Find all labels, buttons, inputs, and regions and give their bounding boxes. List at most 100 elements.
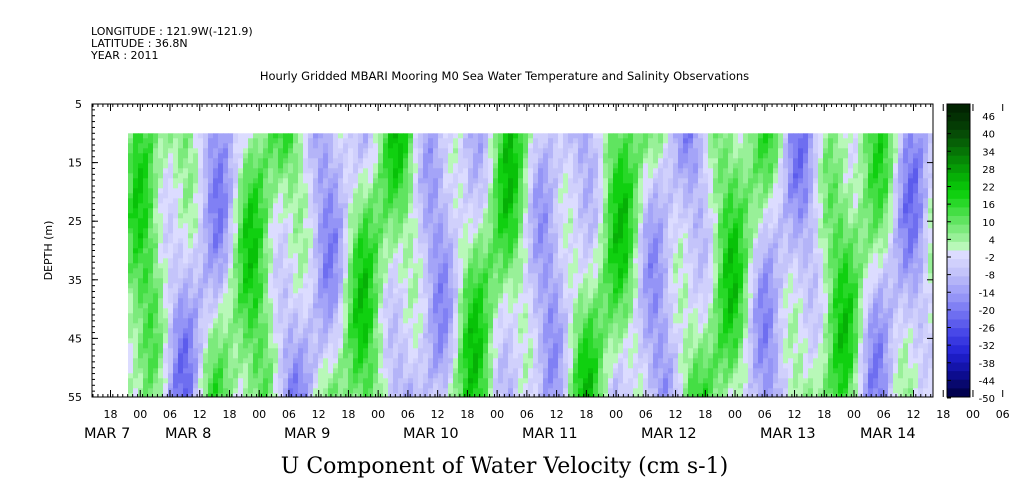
colorbar-segment xyxy=(947,284,970,294)
colorbar-segment xyxy=(947,198,970,208)
x-hour-label: 06 xyxy=(877,408,891,421)
x-hour-label: 18 xyxy=(104,408,118,421)
colorbar-label: 22 xyxy=(982,183,995,194)
colorbar-segment xyxy=(947,216,970,226)
x-hour-label: 00 xyxy=(371,408,385,421)
colorbar-label: -20 xyxy=(979,306,995,317)
colorbar-label: 28 xyxy=(982,165,995,176)
plot-title: Hourly Gridded MBARI Mooring M0 Sea Wate… xyxy=(259,69,750,83)
x-hour-label: 18 xyxy=(341,408,355,421)
year-label: YEAR : 2011 xyxy=(91,49,159,62)
colorbar-segment xyxy=(947,224,970,234)
colorbar-segment xyxy=(947,138,970,148)
y-tick-label: 25 xyxy=(68,215,82,228)
x-hour-label: 12 xyxy=(788,408,802,421)
colorbar-segment xyxy=(947,362,970,372)
colorbar-segment xyxy=(947,353,970,363)
heatmap-cells xyxy=(128,133,934,398)
colorbar-label: 34 xyxy=(982,147,995,158)
colorbar-label: 16 xyxy=(982,200,995,211)
colorbar-segment xyxy=(947,276,970,286)
colorbar-segment xyxy=(947,241,970,251)
x-hour-label: 18 xyxy=(579,408,593,421)
x-day-label: MAR 7 xyxy=(84,426,130,442)
y-tick-label: 15 xyxy=(68,157,82,170)
x-hour-label: 06 xyxy=(401,408,415,421)
latitude-label: LATITUDE : 36.8N xyxy=(91,37,188,50)
colorbar-segment xyxy=(947,112,970,122)
x-day-label: MAR 12 xyxy=(641,426,697,442)
colorbar-segment xyxy=(947,190,970,200)
colorbar-segment xyxy=(947,267,970,277)
x-day-label: MAR 9 xyxy=(284,426,330,442)
colorbar-segment xyxy=(947,147,970,157)
colorbar-label: 10 xyxy=(982,218,995,229)
x-hour-label: 06 xyxy=(282,408,296,421)
colorbar-segment xyxy=(947,345,970,355)
x-day-label: MAR 11 xyxy=(522,426,578,442)
colorbar-label: 4 xyxy=(989,235,995,246)
colorbar-segment xyxy=(947,259,970,269)
colorbar-label: -8 xyxy=(985,271,995,282)
x-hour-label: 00 xyxy=(966,408,980,421)
colorbar-segment xyxy=(947,336,970,346)
x-hour-label: 18 xyxy=(698,408,712,421)
colorbar-segment xyxy=(947,155,970,165)
x-hour-label: 18 xyxy=(460,408,474,421)
x-hour-label: 12 xyxy=(669,408,683,421)
colorbar-label: -26 xyxy=(979,324,995,335)
colorbar-label: -44 xyxy=(979,376,995,387)
y-axis-label: DEPTH (m) xyxy=(42,221,55,281)
x-hour-label: 06 xyxy=(163,408,177,421)
colorbar-label: -50 xyxy=(979,394,995,405)
colorbar-label: -38 xyxy=(979,359,995,370)
colorbar-segment xyxy=(947,172,970,182)
colorbar-label: -32 xyxy=(979,341,995,352)
x-day-label: MAR 14 xyxy=(860,426,916,442)
x-hour-label: 00 xyxy=(728,408,742,421)
colorbar-segment xyxy=(947,302,970,312)
colorbar-label: -2 xyxy=(985,253,995,264)
y-tick-label: 45 xyxy=(68,332,82,345)
x-day-label: MAR 13 xyxy=(760,426,816,442)
x-hour-label: 18 xyxy=(222,408,236,421)
y-tick-label: 5 xyxy=(75,98,82,111)
x-hour-label: 06 xyxy=(520,408,534,421)
x-day-label: MAR 10 xyxy=(403,426,459,442)
colorbar-segment xyxy=(947,250,970,260)
variable-title: U Component of Water Velocity (cm s-1) xyxy=(280,454,729,479)
colorbar-label: 40 xyxy=(982,130,995,141)
x-hour-label: 00 xyxy=(847,408,861,421)
x-hour-label: 06 xyxy=(996,408,1009,421)
colorbar-segment xyxy=(947,379,970,389)
x-day-label: MAR 8 xyxy=(165,426,211,442)
colorbar-frame xyxy=(946,103,971,398)
x-hour-label: 18 xyxy=(817,408,831,421)
colorbar-segment xyxy=(947,181,970,191)
colorbar-segment xyxy=(947,293,970,303)
colorbar-segment xyxy=(947,129,970,139)
x-hour-label: 12 xyxy=(906,408,920,421)
colorbar-segment xyxy=(947,207,970,217)
x-hour-label: 12 xyxy=(312,408,326,421)
x-hour-label: 00 xyxy=(490,408,504,421)
x-hour-label: 06 xyxy=(639,408,653,421)
x-hour-label: 18 xyxy=(936,408,950,421)
colorbar-label: -14 xyxy=(979,288,995,299)
colorbar-segment xyxy=(947,104,970,114)
colorbar-label: 46 xyxy=(982,112,995,123)
colorbar-segment xyxy=(947,233,970,243)
colorbar-segment xyxy=(947,164,970,174)
colorbar-segment xyxy=(947,121,970,131)
x-hour-label: 12 xyxy=(550,408,564,421)
longitude-label: LONGITUDE : 121.9W(-121.9) xyxy=(91,25,253,38)
colorbar-segment xyxy=(947,319,970,329)
colorbar-segment xyxy=(947,388,970,398)
x-hour-label: 00 xyxy=(609,408,623,421)
y-tick-label: 35 xyxy=(68,274,82,287)
y-tick-label: 55 xyxy=(68,391,82,404)
x-hour-label: 12 xyxy=(431,408,445,421)
x-hour-label: 12 xyxy=(193,408,207,421)
x-hour-label: 00 xyxy=(133,408,147,421)
